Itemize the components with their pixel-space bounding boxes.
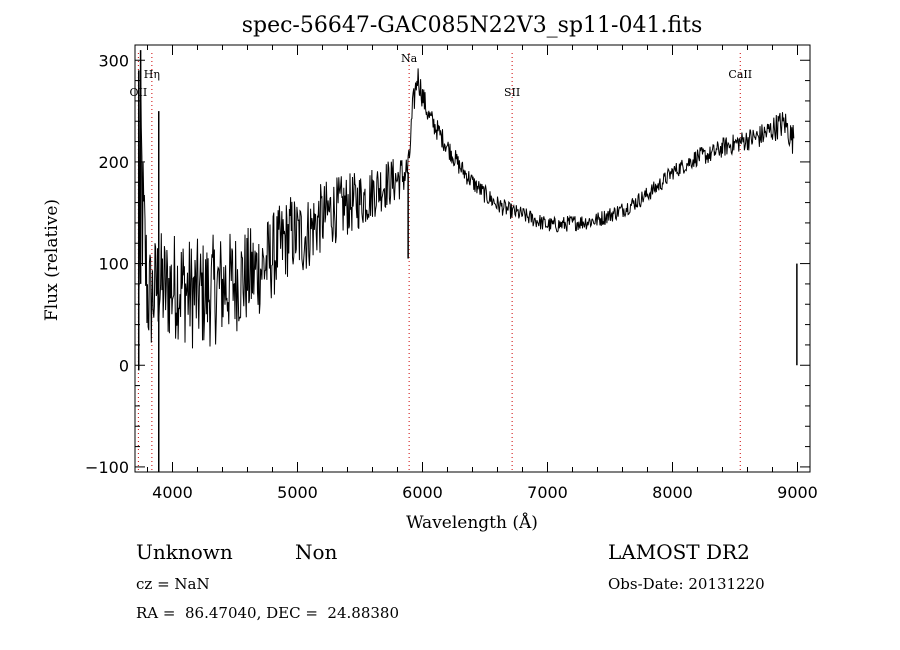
obs-date-label: Obs-Date: 20131220 xyxy=(608,575,765,593)
x-tick-label: 6000 xyxy=(402,483,443,502)
line-marker-label: Hη xyxy=(144,68,160,81)
redshift-label: cz = NaN xyxy=(136,575,210,593)
y-axis-title: Flux (relative) xyxy=(42,199,62,321)
x-tick-label: 4000 xyxy=(152,483,193,502)
y-tick-label: 200 xyxy=(98,153,129,172)
y-tick-label: 0 xyxy=(119,356,129,375)
line-marker-label: Na xyxy=(401,52,418,65)
survey-label: LAMOST DR2 xyxy=(608,540,750,564)
x-axis-title: Wavelength (Å) xyxy=(406,512,538,533)
x-tick-label: 8000 xyxy=(652,483,693,502)
spectrum-line xyxy=(138,60,795,349)
line-marker-label: OII xyxy=(130,86,148,99)
class-label: Unknown xyxy=(136,540,233,564)
line-marker-label: SII xyxy=(504,86,520,99)
x-tick-label: 9000 xyxy=(777,483,818,502)
coordinates-label: RA = 86.47040, DEC = 24.88380 xyxy=(136,604,400,622)
x-tick-label: 7000 xyxy=(527,483,568,502)
y-tick-label: 100 xyxy=(98,255,129,274)
plot-area: OII Hη Na SII CaII xyxy=(130,50,798,472)
y-tick-label: 300 xyxy=(98,51,129,70)
subclass-label: Non xyxy=(295,540,338,564)
axis-ticks: 4000 5000 6000 7000 8000 9000 −100 0 100 200 300 xyxy=(85,45,818,502)
x-tick-label: 5000 xyxy=(277,483,318,502)
line-marker-label: CaII xyxy=(728,68,752,81)
chart-title: spec-56647-GAC085N22V3_sp11-041.fits xyxy=(242,13,703,38)
y-tick-label: −100 xyxy=(85,458,129,477)
